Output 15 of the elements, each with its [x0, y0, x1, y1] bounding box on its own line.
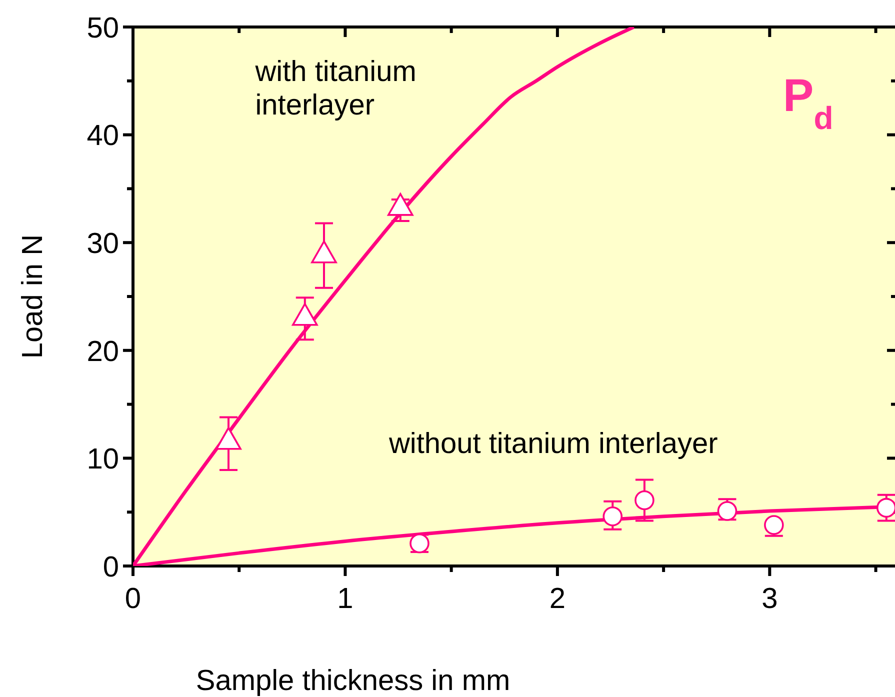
series-label: without titanium interlayer	[388, 428, 718, 460]
y-tick-label: 30	[86, 228, 119, 260]
y-axis-title: Load in N	[17, 234, 49, 359]
x-tick-label: 1	[337, 583, 354, 615]
x-tick-label: 0	[124, 583, 142, 615]
y-tick-label: 0	[102, 551, 119, 584]
y-tick-label: 50	[86, 12, 119, 44]
y-tick-label: 20	[86, 336, 119, 368]
annotation: P$_{d}$	[783, 69, 834, 136]
x-tick-label: 2	[549, 583, 566, 615]
y-tick-label: 10	[86, 444, 119, 476]
text: with titanium interlayer	[254, 56, 416, 122]
x-axis-title: Sample thickness in mm	[196, 665, 510, 697]
y-tick-label: 40	[86, 120, 119, 152]
x-tick-label: 3	[762, 583, 778, 615]
